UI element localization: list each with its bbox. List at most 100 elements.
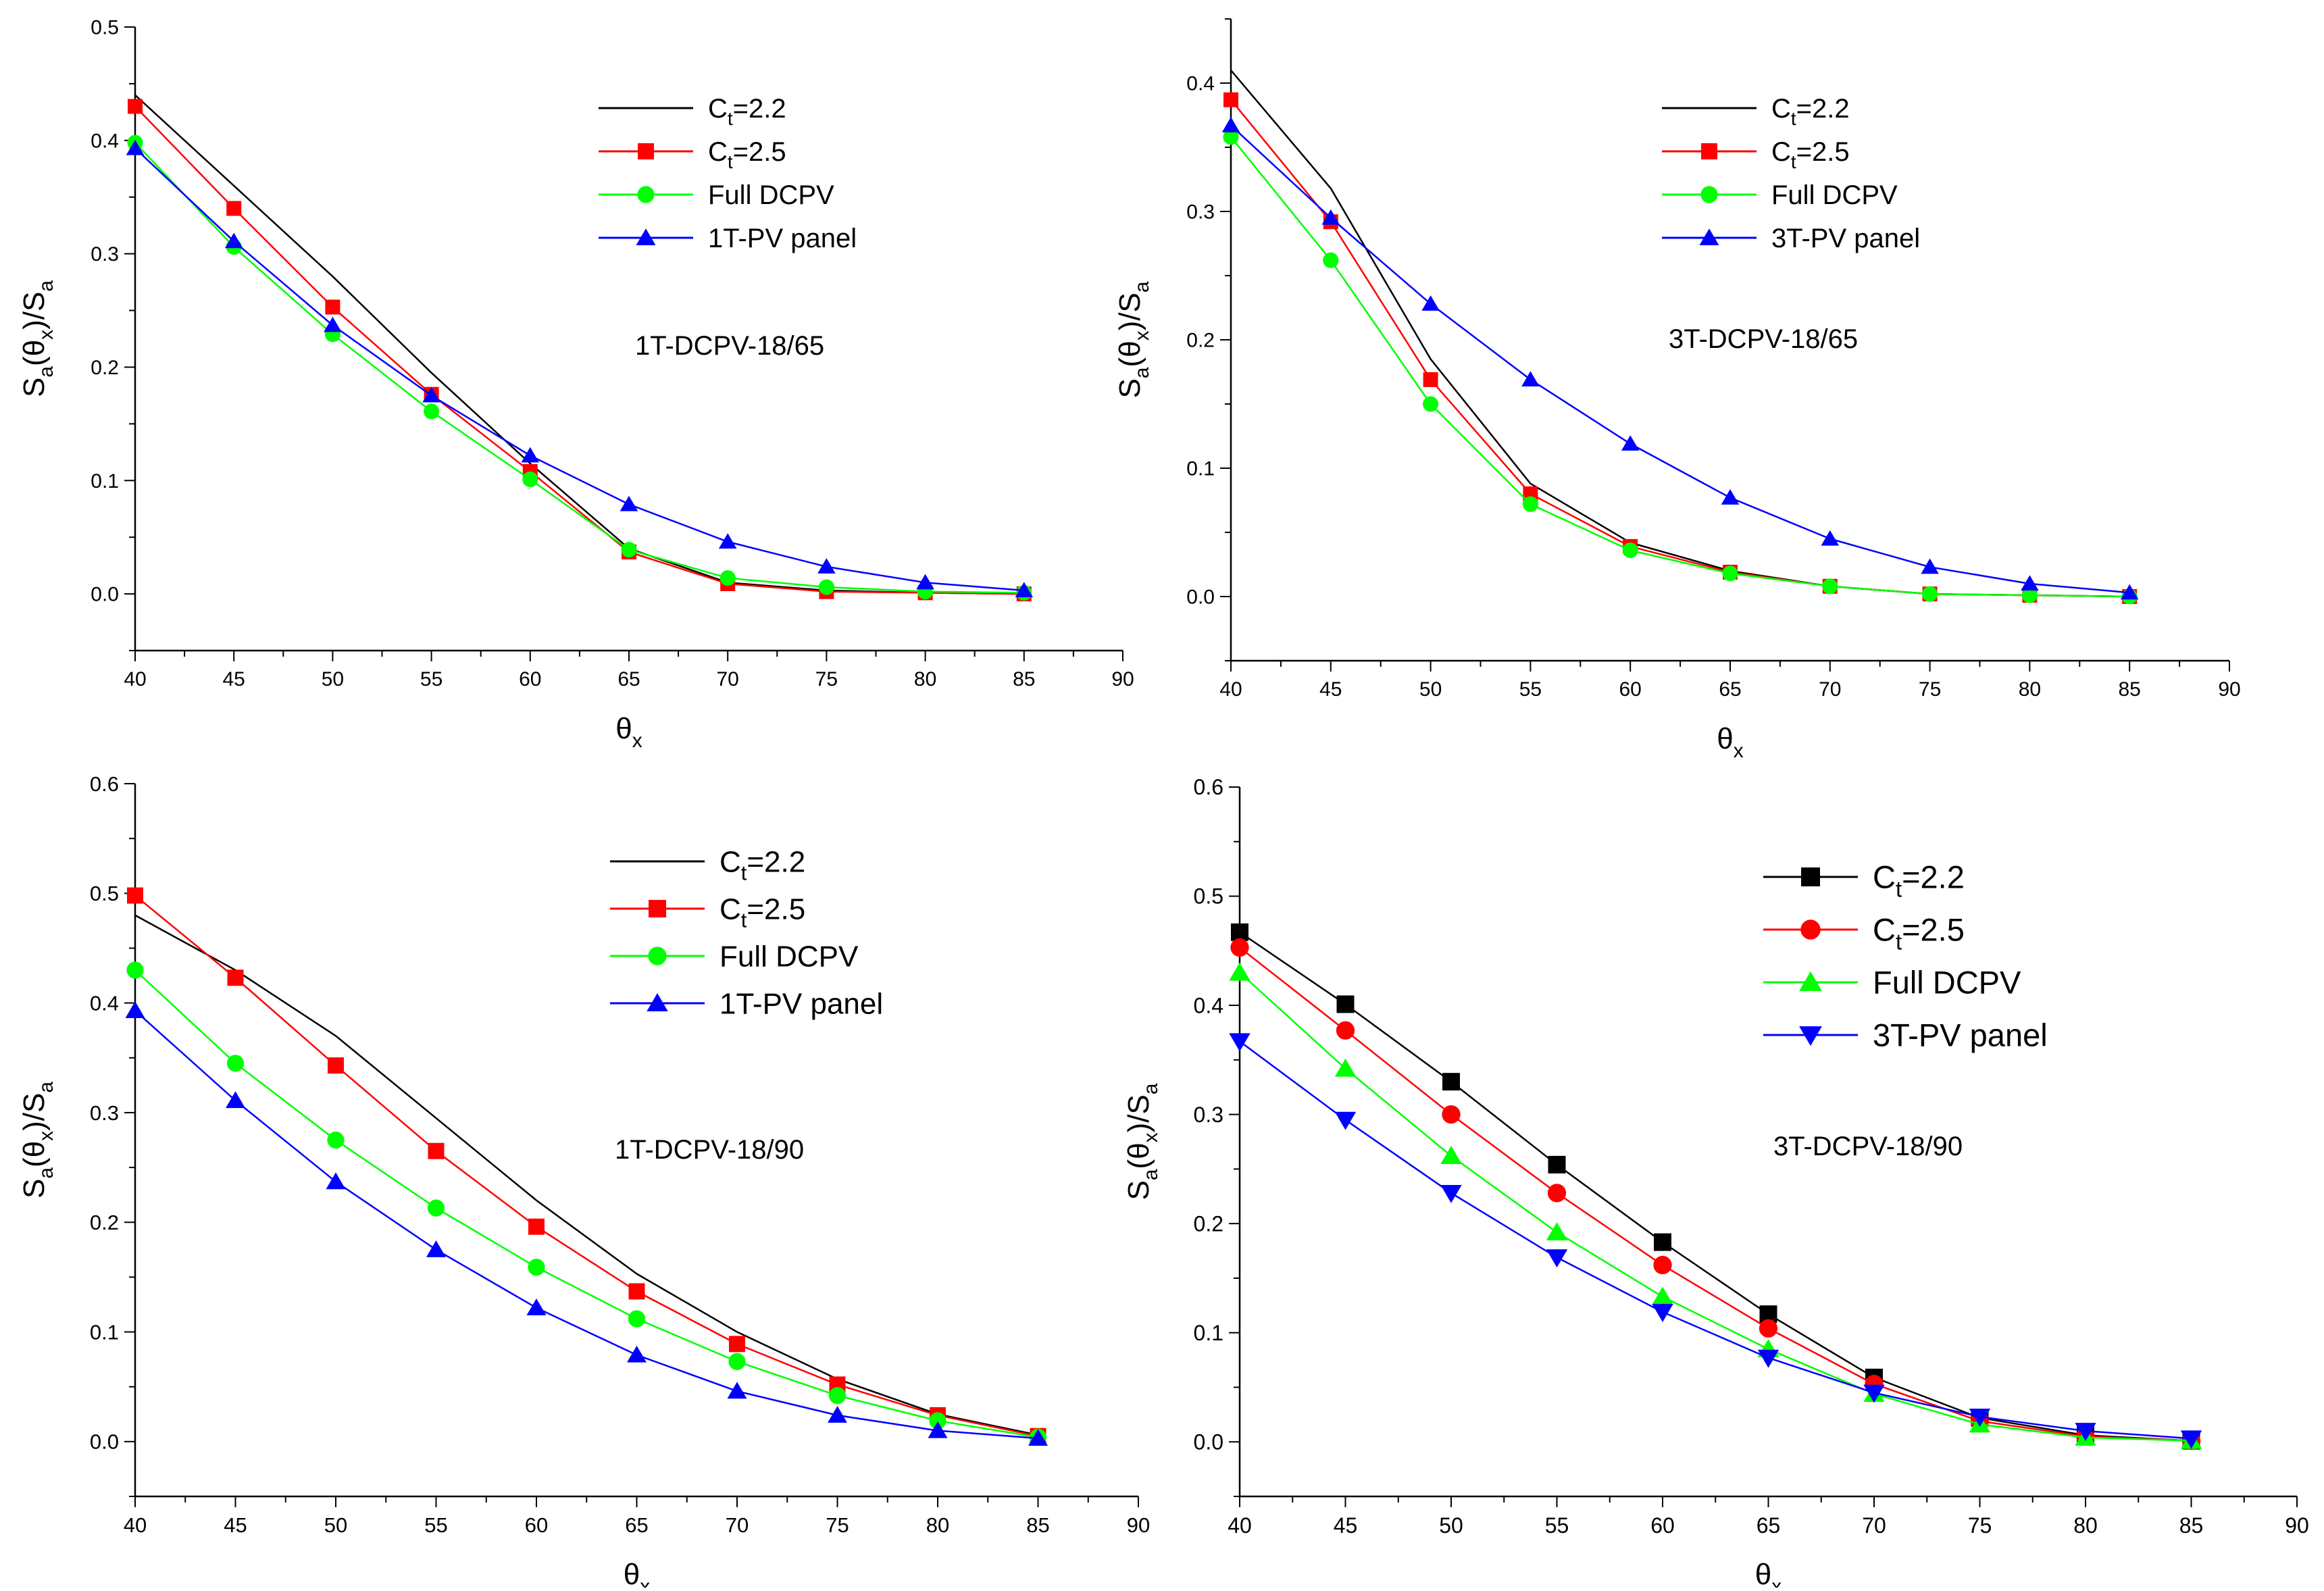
data-point: [2021, 575, 2039, 591]
data-point: [2120, 584, 2139, 600]
x-tick-label: 80: [2019, 678, 2041, 701]
y-tick-label: 0.4: [1186, 73, 1215, 95]
data-point: [127, 887, 143, 904]
panel-annotation: 3T-DCPV-18/90: [1773, 1132, 1963, 1161]
x-tick-label: 90: [1111, 668, 1134, 690]
panel-annotation: 1T-DCPV-18/65: [635, 331, 824, 361]
data-point: [2180, 1430, 2202, 1449]
legend-marker: [1701, 143, 1717, 159]
y-tick-label: 0.1: [91, 470, 119, 493]
x-tick-label: 90: [2218, 678, 2240, 701]
x-tick-label: 65: [1757, 1513, 1781, 1538]
x-tick-label: 85: [1026, 1513, 1049, 1537]
x-tick-label: 40: [124, 1513, 147, 1537]
y-tick-label: 0.2: [1194, 1211, 1223, 1236]
data-point: [526, 1298, 547, 1315]
data-point: [521, 447, 540, 463]
series-line-4: [134, 1010, 1038, 1440]
legend-label: 3T-PV panel: [1771, 224, 1920, 253]
data-point: [1336, 995, 1355, 1013]
data-point: [1223, 92, 1238, 107]
y-axis-label: Sa(θx)/Sa: [18, 1082, 57, 1198]
legend-label: Full DCPV: [1873, 964, 2021, 1000]
x-tick-label: 55: [420, 668, 443, 690]
x-tick-label: 60: [519, 668, 541, 690]
data-point: [628, 1283, 645, 1300]
data-point: [428, 1142, 445, 1159]
data-point: [128, 99, 143, 114]
series-line-3: [1239, 971, 2192, 1442]
data-point: [1421, 295, 1440, 311]
data-point: [1442, 1073, 1460, 1091]
x-tick-label: 50: [324, 1513, 347, 1537]
x-tick-label: 40: [124, 668, 146, 690]
legend-label: Ct=2.5: [708, 137, 786, 172]
series-line-1: [134, 914, 1038, 1436]
series-line-3: [1230, 136, 2130, 598]
data-point: [226, 1055, 245, 1072]
data-point: [719, 570, 736, 586]
chart-panel-4: 40 45 50 55 60 65 70 75 80 85 90 0.0 0.1 0.2 0.3 0.4 0.5…: [1122, 775, 2309, 1591]
x-tick-label: 40: [1228, 1513, 1252, 1538]
x-tick-label: 75: [1968, 1513, 1992, 1538]
legend-label: Ct=2.2: [1873, 859, 1965, 901]
data-point: [1223, 129, 1239, 145]
x-tick-label: 70: [717, 668, 739, 690]
y-tick-label: 0.4: [1194, 993, 1223, 1017]
panel-annotation: 1T-DCPV-18/90: [615, 1135, 804, 1165]
legend-label: Full DCPV: [719, 940, 859, 973]
data-point: [1229, 962, 1251, 981]
x-tick-label: 70: [726, 1513, 749, 1537]
legend-label: Ct=2.5: [1873, 911, 1965, 954]
data-point: [828, 1406, 847, 1423]
y-tick-label: 0.0: [90, 1430, 119, 1454]
x-tick-label: 60: [1619, 678, 1642, 701]
x-tick-label: 80: [926, 1513, 949, 1537]
data-point: [929, 1412, 946, 1430]
y-tick-label: 0.5: [91, 17, 119, 39]
data-point: [1546, 1222, 1568, 1241]
legend-label: Ct=2.2: [1771, 94, 1850, 129]
x-tick-label: 45: [224, 1513, 247, 1537]
data-point: [522, 472, 538, 488]
x-tick-label: 75: [826, 1513, 849, 1537]
series-line-2: [134, 894, 1038, 1437]
y-axis-label: Sa(θx)/Sa: [1113, 281, 1153, 398]
data-point: [325, 299, 340, 315]
data-point: [1440, 1146, 1462, 1164]
data-point: [224, 232, 243, 249]
y-tick-label: 0.4: [90, 991, 119, 1015]
data-point: [1821, 530, 1840, 546]
legend-marker: [1801, 867, 1820, 886]
data-point: [2021, 587, 2038, 603]
data-point: [528, 1259, 545, 1276]
legend-marker: [1800, 919, 1821, 940]
data-point: [620, 495, 638, 511]
x-tick-label: 90: [1127, 1513, 1150, 1537]
x-tick-label: 80: [2073, 1513, 2098, 1538]
y-tick-label: 0.3: [1194, 1103, 1223, 1127]
x-axis-label: θx: [1755, 1558, 1782, 1588]
data-point: [1622, 542, 1638, 559]
x-tick-label: 85: [2179, 1513, 2204, 1538]
data-point: [426, 1240, 446, 1257]
data-point: [1548, 1155, 1566, 1173]
data-point: [1922, 586, 1938, 602]
y-tick-label: 0.3: [91, 243, 119, 266]
x-axis-label: θx: [1717, 722, 1743, 762]
data-point: [328, 1057, 344, 1074]
series-line-2: [134, 105, 1024, 595]
y-tick-label: 0.3: [1186, 201, 1215, 224]
legend-label: 3T-PV panel: [1873, 1017, 2048, 1053]
data-point: [226, 201, 242, 216]
legend-marker: [1799, 971, 1822, 991]
legend-label: Full DCPV: [1771, 180, 1898, 210]
legend-marker: [649, 900, 666, 917]
data-point: [126, 961, 144, 979]
data-point: [1547, 1184, 1567, 1203]
x-tick-label: 70: [1819, 678, 1841, 701]
legend-label: Ct=2.2: [719, 845, 805, 884]
data-point: [1015, 582, 1034, 598]
data-point: [1230, 938, 1249, 957]
data-point: [1522, 496, 1538, 512]
